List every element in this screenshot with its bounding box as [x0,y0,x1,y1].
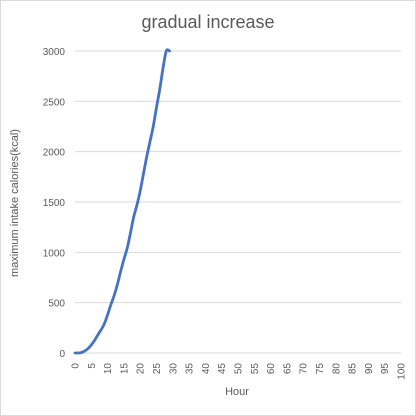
y-tick-label-500: 500 [48,299,65,310]
series-layer [73,48,171,355]
x-tick-label-95: 95 [380,363,391,375]
x-tick-label-40: 40 [201,363,212,375]
y-axis-title: maximum intake calories(kcal) [9,129,21,277]
x-tick-label-15: 15 [119,363,130,375]
x-tick-label-55: 55 [250,363,261,375]
x-tick-label-90: 90 [364,363,375,375]
y-tick-label-2000: 2000 [43,148,66,159]
y-tick-label-0: 0 [59,349,65,360]
x-tick-label-30: 30 [168,363,179,375]
x-tick-label-25: 25 [152,363,163,375]
y-tick-label-2500: 2500 [43,97,66,108]
x-tick-label-5: 5 [87,363,98,369]
x-tick-label-50: 50 [234,363,245,375]
x-tick-label-60: 60 [266,363,277,375]
x-tick-label-70: 70 [299,363,310,375]
x-tick-label-0: 0 [71,363,82,369]
chart-title: gradual increase [141,12,274,32]
y-tick-label-1500: 1500 [43,198,66,209]
x-axis-title: Hour [225,386,249,398]
y-tick-label-3000: 3000 [43,47,66,58]
x-tick-label-85: 85 [348,363,359,375]
x-tick-label-35: 35 [185,363,196,375]
series-line-0 [73,48,171,355]
x-tick-label-20: 20 [136,363,147,375]
x-tick-label-10: 10 [103,363,114,375]
y-tick-label-1000: 1000 [43,248,66,259]
x-tick-label-45: 45 [217,363,228,375]
gridlines [75,50,401,304]
x-tick-label-65: 65 [282,363,293,375]
x-tick-label-80: 80 [331,363,342,375]
x-tick-label-75: 75 [315,363,326,375]
x-axis-ticks: 0 5 10 15 20 25 30 35 40 45 50 55 60 65 70 75 80 85 90 95 10… [71,363,408,380]
y-axis-ticks: 0 500 1000 1500 2000 2500 3000 [43,47,66,360]
x-tick-label-100: 100 [397,363,408,380]
